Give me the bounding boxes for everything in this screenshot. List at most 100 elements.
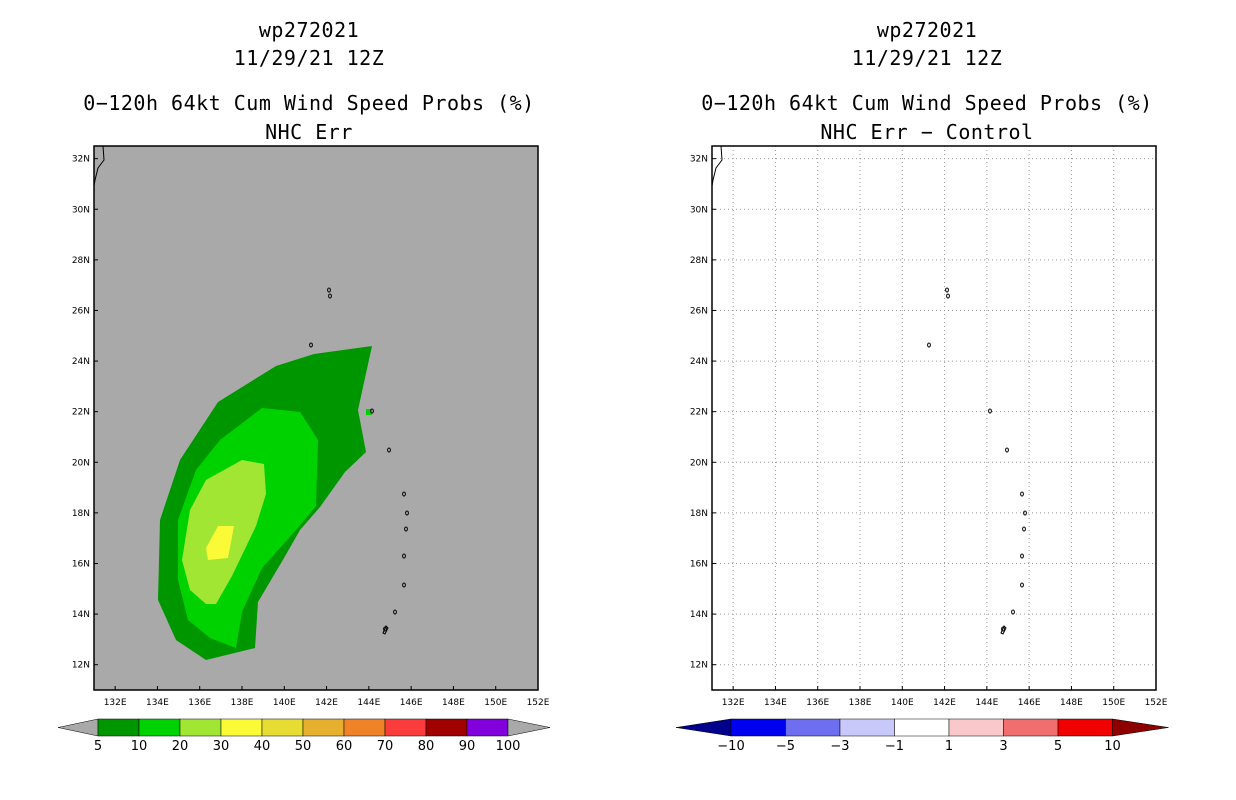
colorbar-label: 5 xyxy=(94,739,102,754)
lon-label: 144E xyxy=(975,698,998,708)
lon-label: 146E xyxy=(400,698,423,708)
lon-label: 142E xyxy=(933,698,956,708)
storm-id: wp272021 xyxy=(258,18,360,42)
island-outline xyxy=(1022,526,1026,532)
colorbar-segment xyxy=(97,718,140,737)
lon-label: 142E xyxy=(315,698,338,708)
island-outline xyxy=(402,582,406,588)
colorbar-end-arrow xyxy=(507,718,551,737)
island-outline xyxy=(945,287,949,293)
colorbar-label: −1 xyxy=(885,739,904,754)
island-outline xyxy=(393,609,397,615)
lon-label: 136E xyxy=(188,698,211,708)
difference-map: 132E 134E 136E 138E 140E 142E 144E 146E 148E 150E… xyxy=(675,145,1169,754)
colorbar-label: 70 xyxy=(377,739,394,754)
lon-label: 136E xyxy=(806,698,829,708)
colorbar-end-arrow xyxy=(675,718,732,737)
lat-label: 30N xyxy=(72,205,90,215)
lat-label: 18N xyxy=(72,509,90,519)
island-outline xyxy=(327,287,331,293)
colorbar-label: 30 xyxy=(213,739,230,754)
panel-subtitle: NHC Err xyxy=(265,120,353,144)
lat-label: 30N xyxy=(690,205,708,215)
colorbar-label: 50 xyxy=(295,739,312,754)
colorbar-segment xyxy=(785,718,841,737)
map-frame xyxy=(712,146,1156,690)
lat-label: 16N xyxy=(690,559,708,569)
lat-label: 16N xyxy=(72,559,90,569)
colorbar-label: 100 xyxy=(496,739,521,754)
lat-label: 32N xyxy=(72,155,90,165)
lon-label: 150E xyxy=(1102,698,1125,708)
island-outline xyxy=(402,553,406,559)
panel-subtitle: NHC Err − Control xyxy=(820,120,1034,144)
colorbar-segment xyxy=(466,718,509,737)
island-outline xyxy=(309,342,313,348)
lat-label: 22N xyxy=(72,408,90,418)
lat-label: 14N xyxy=(690,610,708,620)
probability-contour xyxy=(206,526,234,560)
lat-label: 12N xyxy=(690,661,708,671)
island-outline xyxy=(1020,582,1024,588)
colorbar-segment xyxy=(425,718,468,737)
island-outline xyxy=(1000,625,1007,635)
lat-label: 20N xyxy=(72,458,90,468)
lon-label: 146E xyxy=(1018,698,1041,708)
colorbar-label: 80 xyxy=(418,739,435,754)
lon-label: 148E xyxy=(1060,698,1083,708)
difference-panel: wp272021 11/29/21 12Z 0−120h 64kt Cum Wi… xyxy=(618,0,1236,800)
lat-label: 28N xyxy=(72,256,90,266)
colorbar-label: −3 xyxy=(830,739,849,754)
lon-label: 134E xyxy=(764,698,787,708)
island-outline xyxy=(1001,626,1005,632)
lon-label: 134E xyxy=(146,698,169,708)
island-outline xyxy=(1020,553,1024,559)
lat-label: 12N xyxy=(72,661,90,671)
colorbar-segment xyxy=(343,718,386,737)
lat-label: 18N xyxy=(690,509,708,519)
probability-map: 132E 134E 136E 138E 140E 142E 144E 146E 148E 150E… xyxy=(57,145,551,754)
lat-label: 32N xyxy=(690,155,708,165)
island-outline xyxy=(370,408,374,414)
colorbar-label: 90 xyxy=(459,739,476,754)
colorbar-end-arrow xyxy=(1112,718,1169,737)
island-outline xyxy=(1020,491,1024,497)
colorbar-segment xyxy=(730,718,786,737)
colorbar-segment xyxy=(302,718,345,737)
product-title: 0−120h 64kt Cum Wind Speed Probs (%) xyxy=(83,91,535,115)
colorbar-label: 10 xyxy=(1104,739,1121,754)
lat-label: 26N xyxy=(72,306,90,316)
product-title: 0−120h 64kt Cum Wind Speed Probs (%) xyxy=(701,91,1153,115)
island-outline xyxy=(404,526,408,532)
island-outline xyxy=(383,626,387,632)
lon-label: 132E xyxy=(722,698,745,708)
lon-label: 150E xyxy=(484,698,507,708)
lat-label: 14N xyxy=(72,610,90,620)
probability-panel: wp272021 11/29/21 12Z 0−120h 64kt Cum Wi… xyxy=(57,18,551,754)
island-outline xyxy=(1011,609,1015,615)
island-outline xyxy=(405,510,409,516)
lon-label: 140E xyxy=(891,698,914,708)
colorbar-label: 1 xyxy=(945,739,953,754)
colorbar-segment xyxy=(261,718,304,737)
island-outline xyxy=(946,293,950,299)
colorbar-segment xyxy=(220,718,263,737)
lat-label: 20N xyxy=(690,458,708,468)
colorbar-label: 10 xyxy=(131,739,148,754)
lon-label: 132E xyxy=(104,698,127,708)
island-outline xyxy=(402,491,406,497)
colorbar-label: −5 xyxy=(776,739,795,754)
lon-label: 152E xyxy=(527,698,550,708)
colorbar-end-arrow xyxy=(57,718,99,737)
island-outline xyxy=(988,408,992,414)
lon-label: 138E xyxy=(231,698,254,708)
colorbar-segment xyxy=(839,718,895,737)
island-outline xyxy=(387,447,391,453)
lat-label: 22N xyxy=(690,408,708,418)
forecast-datetime: 11/29/21 12Z xyxy=(233,46,385,70)
colorbar-segment xyxy=(948,718,1004,737)
lon-label: 140E xyxy=(273,698,296,708)
colorbar-label: 5 xyxy=(1054,739,1062,754)
colorbar-segment xyxy=(1057,718,1113,737)
colorbar-label: 60 xyxy=(336,739,353,754)
